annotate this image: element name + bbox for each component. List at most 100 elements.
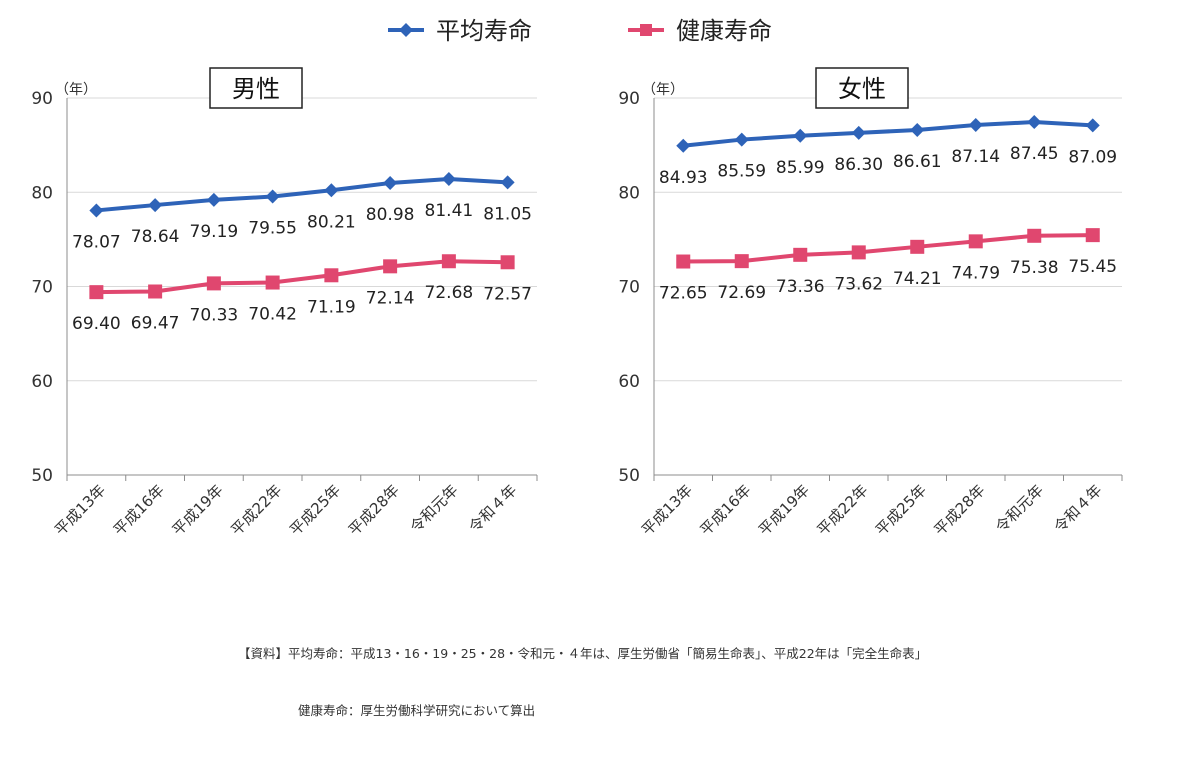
data-point	[441, 171, 456, 186]
data-label: 78.07	[72, 232, 121, 252]
data-point	[500, 175, 515, 190]
data-point	[734, 254, 749, 269]
data-point	[265, 189, 280, 204]
data-point	[89, 203, 104, 218]
chart-male: 50 60 70 80 90 （年） 平成13年 平成16年 平成19年 平成22年 平成25年 平成…	[31, 67, 538, 539]
y-tick-label: 50	[31, 466, 53, 486]
series-line	[96, 176, 508, 213]
y-tick-label: 90	[31, 89, 53, 109]
data-point	[1085, 118, 1100, 133]
data-point	[676, 254, 691, 269]
legend: 平均寿命 健康寿命	[388, 17, 772, 45]
data-label: 85.99	[776, 158, 825, 178]
legend-marker-square	[640, 24, 652, 36]
data-point	[148, 198, 163, 213]
x-tick-label: 平成25年	[286, 481, 344, 539]
data-point	[383, 259, 398, 274]
data-label: 73.36	[776, 277, 825, 297]
data-point	[265, 275, 280, 290]
source-note: 【資料】平均寿命：平成13・16・19・25・28・令和元・４年は、厚生労働省「…	[238, 606, 927, 758]
series-line	[683, 120, 1093, 148]
legend-item-2: 健康寿命	[628, 17, 772, 45]
data-label: 72.57	[483, 284, 532, 304]
data-point	[1027, 228, 1042, 243]
chart-title: 女性	[815, 67, 909, 109]
data-point	[910, 239, 925, 254]
x-tick-label: 令和４年	[465, 481, 520, 536]
data-point	[324, 183, 339, 198]
data-label: 75.38	[1010, 258, 1059, 278]
x-tick-label: 令和元年	[992, 481, 1047, 536]
data-label: 72.65	[659, 284, 708, 304]
chart-figure: 平均寿命 健康寿命 50 60 70 80 90 （年） 平成13年 平成16年 平成19年 平成22…	[31, 17, 1123, 718]
chart-title-text: 男性	[232, 75, 280, 103]
data-point	[1027, 115, 1042, 130]
data-point	[324, 268, 339, 283]
data-point	[1085, 228, 1100, 243]
data-label: 81.05	[483, 204, 532, 224]
y-tick-label: 80	[31, 183, 53, 203]
data-label: 79.55	[248, 218, 297, 238]
x-tick-label: 令和元年	[407, 481, 462, 536]
data-point	[206, 276, 221, 291]
data-label: 74.79	[951, 263, 1000, 283]
data-label: 70.42	[248, 305, 297, 325]
chart-title-text: 女性	[838, 75, 886, 103]
data-point	[734, 132, 749, 147]
data-label: 72.68	[425, 283, 474, 303]
data-point	[441, 254, 456, 269]
chart-title-box	[815, 67, 909, 109]
y-tick-label: 90	[618, 89, 640, 109]
series-1: 78.07 78.64 79.19 79.55 80.21 80.98 81.41 81.05	[72, 171, 532, 252]
data-label: 72.69	[717, 283, 766, 303]
y-tick-label: 70	[31, 278, 53, 298]
x-tick-label: 平成22年	[814, 481, 872, 539]
data-point	[968, 117, 983, 132]
data-point	[851, 245, 866, 260]
data-label: 87.09	[1068, 147, 1117, 167]
x-tick-label: 令和４年	[1050, 481, 1105, 536]
data-point	[793, 128, 808, 143]
data-point	[89, 285, 104, 300]
data-label: 74.21	[893, 269, 942, 289]
data-label: 80.98	[366, 205, 415, 225]
series-line	[683, 233, 1093, 264]
series-1: 84.93 85.59 85.99 86.30 86.61 87.14 87.45 87.09	[659, 115, 1117, 188]
x-tick-label: 平成16年	[697, 481, 755, 539]
legend-label: 健康寿命	[676, 17, 772, 45]
data-point	[500, 255, 515, 270]
data-label: 80.21	[307, 212, 356, 232]
x-tick-label: 平成25年	[872, 481, 930, 539]
data-point	[148, 284, 163, 299]
x-tick-label: 平成13年	[638, 481, 696, 539]
x-tick-label: 平成19年	[169, 481, 227, 539]
data-label: 85.59	[717, 162, 766, 182]
data-label: 78.64	[131, 227, 180, 247]
data-point	[676, 138, 691, 153]
series-line	[96, 259, 508, 295]
x-tick-label: 平成13年	[51, 481, 109, 539]
chart-title: 男性	[209, 67, 303, 109]
y-tick-label: 70	[618, 278, 640, 298]
legend-label: 平均寿命	[436, 17, 532, 45]
data-label: 86.61	[893, 152, 942, 172]
chart-title-box	[209, 67, 303, 109]
data-label: 84.93	[659, 168, 708, 188]
y-axis-label: （年）	[55, 82, 97, 98]
data-label: 72.14	[366, 288, 415, 308]
x-tick-label: 平成28年	[345, 481, 403, 539]
legend-item-1: 平均寿命	[388, 17, 532, 45]
data-label: 69.47	[131, 313, 180, 333]
data-label: 81.41	[425, 201, 474, 221]
data-label: 86.30	[834, 155, 883, 175]
x-tick-label: 平成28年	[931, 481, 989, 539]
source-line-2: 健康寿命：厚生労働科学研究において算出	[298, 703, 536, 718]
x-tick-label: 平成22年	[227, 481, 285, 539]
y-tick-label: 50	[618, 466, 640, 486]
data-label: 87.14	[951, 147, 1000, 167]
data-point	[793, 247, 808, 262]
data-label: 87.45	[1010, 144, 1059, 164]
data-label: 75.45	[1068, 257, 1117, 277]
legend-marker-diamond	[399, 23, 413, 37]
data-point	[383, 176, 398, 191]
